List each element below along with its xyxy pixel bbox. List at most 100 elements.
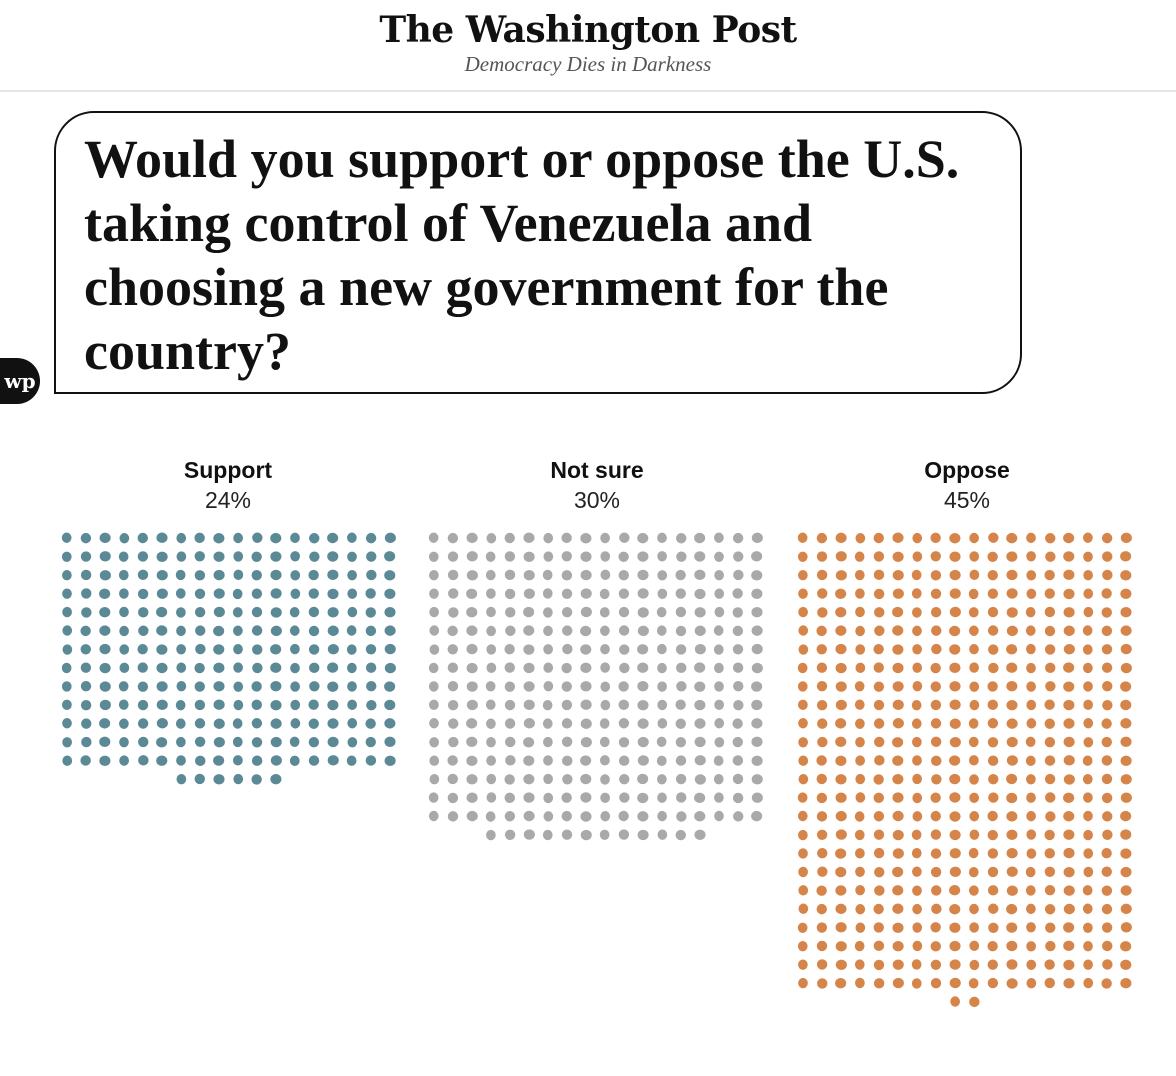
oppose-dot — [797, 922, 808, 933]
support-dot — [233, 755, 243, 766]
oppose-dot — [1120, 755, 1132, 767]
oppose-dot — [1006, 607, 1018, 618]
oppose-dot — [835, 903, 847, 915]
support-dot — [194, 662, 205, 674]
support-dot — [156, 588, 168, 599]
not-sure-dot — [543, 625, 553, 637]
not-sure-dot — [580, 811, 592, 822]
oppose-dot — [1026, 532, 1036, 544]
support-dot — [213, 718, 225, 729]
oppose-dot — [1045, 922, 1056, 933]
not-sure-dot — [694, 774, 706, 785]
not-sure-dot — [485, 811, 496, 822]
not-sure-dot — [561, 551, 572, 562]
masthead: The Washington Post Democracy Dies in Da… — [0, 0, 1176, 92]
support-dot — [384, 662, 396, 674]
oppose-dot — [873, 792, 884, 804]
oppose-dot — [1026, 570, 1037, 581]
oppose-dot — [816, 922, 828, 933]
support-dot — [176, 551, 187, 562]
not-sure-dot — [561, 681, 572, 692]
not-sure-dot — [694, 718, 706, 729]
oppose-dot — [817, 978, 828, 989]
not-sure-dot — [732, 773, 744, 785]
not-sure-dot — [637, 755, 649, 766]
not-sure-dot — [675, 829, 686, 841]
oppose-dot — [1026, 922, 1036, 933]
oppose-dot — [873, 588, 885, 600]
support-dot — [270, 644, 282, 655]
support-dot — [62, 625, 73, 636]
support-dot — [270, 736, 282, 748]
oppose-dot — [892, 755, 904, 766]
oppose-dot — [1026, 681, 1036, 692]
oppose-dot — [930, 941, 941, 952]
oppose-dot — [797, 532, 808, 543]
not-sure-dot — [694, 736, 706, 748]
oppose-dot — [987, 977, 999, 989]
oppose-dot — [816, 885, 827, 896]
not-sure-dot — [523, 792, 535, 803]
oppose-dot — [854, 569, 865, 581]
not-sure-dot — [543, 755, 553, 766]
not-sure-dot — [448, 588, 459, 599]
support-dot — [156, 625, 168, 636]
oppose-dot — [930, 829, 942, 840]
oppose-dot — [855, 644, 866, 655]
support-dot — [365, 644, 377, 655]
not-sure-dot — [447, 680, 459, 692]
oppose-dot — [1063, 922, 1075, 933]
oppose-dot — [816, 792, 828, 804]
oppose-dot — [855, 533, 866, 544]
support-dot — [175, 699, 186, 711]
not-sure-dot — [543, 811, 554, 822]
oppose-dot — [912, 940, 923, 952]
oppose-dot — [835, 736, 847, 748]
oppose-dot — [1102, 811, 1113, 822]
not-sure-dot — [637, 588, 649, 599]
oppose-dot — [1083, 662, 1093, 674]
support-dot — [80, 532, 92, 544]
support-dot — [327, 755, 339, 766]
not-sure-dot — [486, 755, 496, 766]
not-sure-dot — [714, 737, 725, 748]
oppose-dot — [798, 977, 808, 989]
oppose-dot — [855, 606, 865, 618]
not-sure-dot — [600, 569, 611, 581]
oppose-dot — [968, 607, 979, 618]
not-sure-dot — [523, 588, 535, 599]
not-sure-dot — [504, 829, 516, 840]
not-sure-dot — [657, 662, 667, 674]
not-sure-dot — [732, 644, 744, 655]
not-sure-dot — [523, 681, 535, 692]
oppose-dot — [969, 569, 980, 581]
oppose-dot — [930, 607, 942, 618]
support-dot — [176, 662, 187, 673]
not-sure-dot — [448, 736, 459, 748]
not-sure-dot — [656, 755, 667, 767]
oppose-dot — [873, 569, 885, 581]
not-sure-dot — [714, 662, 724, 674]
oppose-dot — [1101, 607, 1112, 618]
not-sure-dot — [447, 644, 458, 655]
not-sure-dot — [561, 570, 573, 581]
oppose-dot — [912, 903, 922, 915]
support-dot — [308, 644, 320, 655]
not-sure-dot — [714, 532, 724, 543]
not-sure-dot — [542, 829, 553, 841]
not-sure-dot — [429, 755, 440, 766]
oppose-dot — [892, 699, 904, 711]
not-sure-dot — [448, 607, 459, 618]
not-sure-dot — [732, 532, 744, 544]
support-dot — [80, 569, 92, 581]
support-dot — [327, 643, 339, 655]
not-sure-dot — [466, 810, 478, 822]
support-dot — [347, 588, 358, 599]
support-dot — [365, 662, 377, 673]
oppose-dot — [949, 588, 961, 599]
oppose-dot — [798, 903, 809, 914]
support-dot — [176, 773, 187, 785]
brand-logo[interactable]: The Washington Post — [379, 9, 797, 51]
oppose-dot — [949, 699, 961, 710]
oppose-dot — [816, 680, 828, 692]
